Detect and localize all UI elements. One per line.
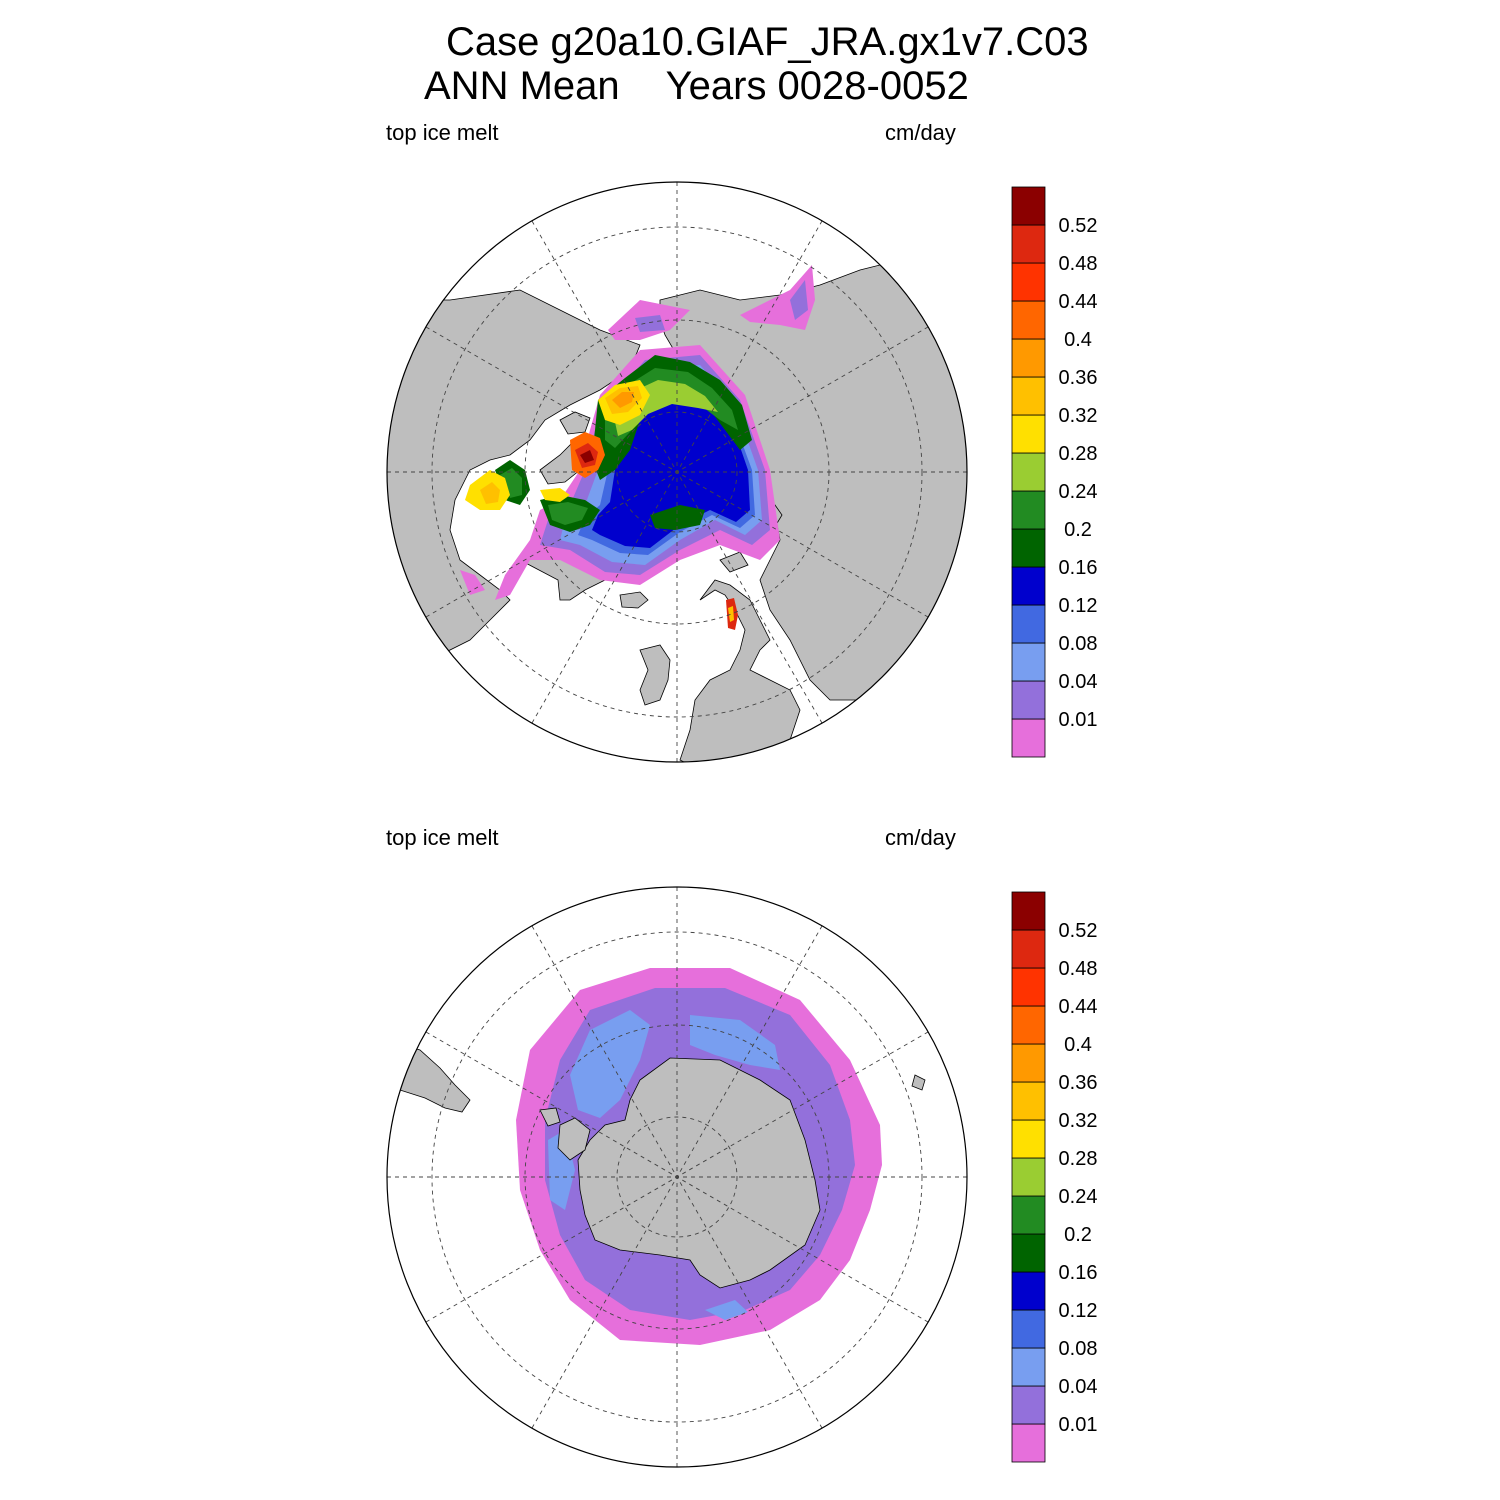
north-colorbar-box — [1011, 338, 1046, 378]
south-colorbar-label: 0.32 — [1059, 1110, 1098, 1132]
north-colorbar-box — [1011, 680, 1046, 720]
north-colorbar-box — [1011, 300, 1046, 340]
south-colorbar-box — [1011, 1271, 1046, 1311]
north-variable-label: top ice melt — [386, 120, 499, 145]
south-colorbar-box — [1011, 1347, 1046, 1387]
south-colorbar-box — [1011, 891, 1046, 931]
south-colorbar-box — [1011, 1081, 1046, 1121]
north-colorbar-label: 0.4 — [1064, 329, 1092, 351]
south-variable-label: top ice melt — [386, 825, 499, 850]
north-colorbar-label: 0.12 — [1059, 595, 1098, 617]
north-colorbar-label: 0.52 — [1059, 215, 1098, 237]
north-colorbar-box — [1011, 604, 1046, 644]
north-colorbar-box — [1011, 718, 1046, 758]
south-colorbar-label: 0.01 — [1059, 1414, 1098, 1436]
years-label: Years 0028-0052 — [665, 64, 969, 108]
south-colorbar-label: 0.4 — [1064, 1034, 1092, 1056]
north-colorbar-label: 0.48 — [1059, 253, 1098, 275]
south-colorbar-box — [1011, 1233, 1046, 1273]
north-colorbar-label: 0.16 — [1059, 557, 1098, 579]
north-colorbar-label: 0.44 — [1059, 291, 1098, 313]
south-colorbar-box — [1011, 1385, 1046, 1425]
south-colorbar-label: 0.48 — [1059, 958, 1098, 980]
north-colorbar-box — [1011, 262, 1046, 302]
north-colorbar-box — [1011, 490, 1046, 530]
north-polar-map — [386, 181, 968, 763]
north-graticule — [387, 182, 967, 762]
north-colorbar-box — [1011, 414, 1046, 454]
figure-title-line1: Case g20a10.GIAF_JRA.gx1v7.C03 — [446, 20, 1089, 64]
north-colorbar-box — [1011, 528, 1046, 568]
season-label: ANN Mean — [424, 64, 620, 108]
north-colorbar-box — [1011, 452, 1046, 492]
north-colorbar-box — [1011, 186, 1046, 226]
south-colorbar-label: 0.12 — [1059, 1300, 1098, 1322]
south-colorbar-box — [1011, 1157, 1046, 1197]
south-colorbar-box — [1011, 1119, 1046, 1159]
north-colorbar-label: 0.2 — [1064, 519, 1092, 541]
south-colorbar-label: 0.52 — [1059, 920, 1098, 942]
north-colorbar-label: 0.08 — [1059, 633, 1098, 655]
south-colorbar-label: 0.16 — [1059, 1262, 1098, 1284]
figure-title-line2: ANN Mean Years 0028-0052 — [424, 66, 969, 106]
south-colorbar-box — [1011, 1005, 1046, 1045]
south-colorbar-label: 0.44 — [1059, 996, 1098, 1018]
south-colorbar-box — [1011, 1423, 1046, 1463]
south-graticule — [387, 887, 967, 1467]
north-colorbar-box — [1011, 376, 1046, 416]
south-colorbar-label: 0.28 — [1059, 1148, 1098, 1170]
south-colorbar-box — [1011, 1309, 1046, 1349]
north-colorbar-label: 0.32 — [1059, 405, 1098, 427]
north-units-label: cm/day — [885, 120, 956, 145]
north-map-border — [386, 181, 968, 763]
south-colorbar: 0.01 0.04 0.08 0.12 0.16 0.2 0.24 0.28 0.32 0.36 0… — [1011, 891, 1098, 1463]
south-colorbar-label: 0.36 — [1059, 1072, 1098, 1094]
south-colorbar-box — [1011, 967, 1046, 1007]
south-polar-map — [386, 886, 968, 1468]
south-colorbar-label: 0.04 — [1059, 1376, 1098, 1398]
north-colorbar-box — [1011, 224, 1046, 264]
north-colorbar-label: 0.36 — [1059, 367, 1098, 389]
north-colorbar-box — [1011, 566, 1046, 606]
antarctica — [539, 1057, 821, 1289]
south-map-border — [386, 886, 968, 1468]
north-colorbar-label: 0.28 — [1059, 443, 1098, 465]
south-colorbar-label: 0.08 — [1059, 1338, 1098, 1360]
south-colorbar-box — [1011, 929, 1046, 969]
south-colorbar-box — [1011, 1043, 1046, 1083]
north-colorbar: 0.01 0.04 0.08 0.12 0.16 0.2 0.24 0.28 0.32 0.36 0… — [1011, 186, 1098, 758]
north-colorbar-label: 0.24 — [1059, 481, 1098, 503]
south-colorbar-box — [1011, 1195, 1046, 1235]
north-colorbar-box — [1011, 642, 1046, 682]
north-colorbar-label: 0.04 — [1059, 671, 1098, 693]
south-colorbar-label: 0.2 — [1064, 1224, 1092, 1246]
south-colorbar-label: 0.24 — [1059, 1186, 1098, 1208]
north-colorbar-label: 0.01 — [1059, 709, 1098, 731]
south-units-label: cm/day — [885, 825, 956, 850]
